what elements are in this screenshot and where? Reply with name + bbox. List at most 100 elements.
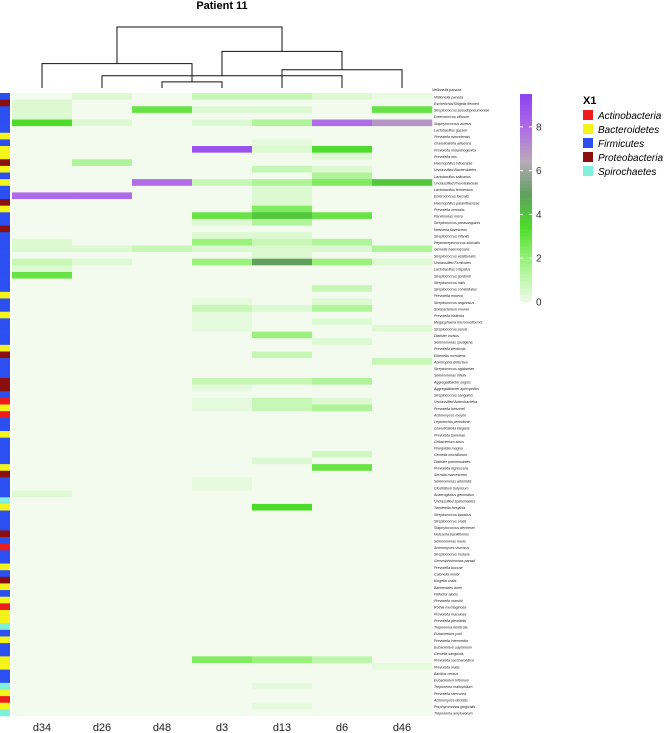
cell-gemella-haemolysans-d48	[132, 245, 193, 253]
cell-unclassified-spirochaetes-d13	[252, 497, 313, 505]
cell-streptococcus-mitis-d26	[72, 278, 133, 286]
cell-streptococcus-parvis-d6	[312, 324, 373, 332]
cell-prevotella-nigrescens-d48	[132, 464, 193, 472]
cell-aggregatibacter-segnis-d6	[312, 377, 373, 385]
cell-finegoldia-magna-d3	[192, 444, 253, 452]
row-label: Enterococcus villorum	[434, 115, 469, 119]
row-label: Neisseria flavescens	[434, 228, 467, 232]
cell-eubacterium-infirmum-d3	[192, 676, 253, 684]
phylum-bar-eubacterium-infirmum	[0, 676, 10, 684]
cell-lactobacillus-gasseri-d46	[372, 126, 433, 134]
cell-streptococcus-oralis-d6	[312, 517, 373, 525]
cell-prevotella-marshii-d3	[192, 596, 253, 604]
cell-haemophilus-parainfluenzae-d46	[372, 199, 433, 206]
cell-treponema-maltophilum-d26	[72, 682, 133, 690]
colorbar-segment	[520, 288, 532, 292]
cell-streptococcus-parvis-d34	[12, 324, 73, 332]
cell-lactobacillus-gasseri-d6	[312, 126, 373, 134]
colorbar-segment	[520, 270, 532, 275]
cell-gemmiphormonas-parasii-d26	[72, 556, 133, 564]
colorbar-tick-label: 4	[536, 210, 542, 221]
row-label: Streptococcus oralis	[434, 519, 467, 523]
row-label: Haemophilus parainfluenzae	[434, 201, 480, 205]
row-label: Veillonella parvula	[434, 95, 463, 99]
phylum-bar-bacillus-cereus	[0, 669, 10, 677]
phylum-bar-streptococcus-pseudopneumoniae	[0, 106, 10, 114]
row-label: Gemella haemolysans	[434, 248, 470, 252]
cell-prevotella-nanceiensis-d34	[12, 132, 73, 140]
column-label-d34: d34	[33, 722, 51, 733]
cell-gemella-haemolysans-d34	[12, 245, 73, 253]
cell-treponema-maltophilum-d13	[252, 682, 313, 690]
cell-prevotella-marshii-d13	[252, 596, 313, 604]
cell-streptococcus-pseudopneumoniae-d3	[192, 106, 253, 114]
cell-prevotella-denticola-d46	[372, 344, 433, 352]
cell-anaeroglobus-geminatus-d46	[372, 490, 433, 498]
cell-parvimonas-micra-d48	[132, 212, 193, 220]
phylum-bar-bacteroides-dorei	[0, 583, 10, 591]
cell-streptococcus-pseudopneumoniae-d13	[252, 106, 313, 114]
cell-tannerella-forsythia-d6	[312, 503, 373, 511]
cell-aggregatibacter-segnis-d34	[12, 377, 73, 385]
cell-unclassified-spirochaetes-d48	[132, 497, 193, 505]
phylum-bar-actinomyces-meyeri	[0, 411, 10, 419]
cell-dialister-invisus-d46	[372, 331, 433, 339]
cell-prevotella-buccae-d3	[192, 563, 253, 571]
cell-streptococcus-pseudopneumoniae-d6	[312, 106, 373, 114]
cell-streptococcus-parvis-d13	[252, 324, 313, 332]
cell-unclassified-bacteroidetes-d6	[312, 165, 373, 173]
row-labels: Veillonella parvula Escherichia/Shigella …	[433, 95, 489, 715]
cell-streptococcus-constellatus-d3	[192, 285, 253, 293]
cell-porphyromonas-gingivalis-d13	[252, 702, 313, 710]
cell-prevotella-oris-d6	[312, 152, 373, 160]
cell-treponema-denticola-d34	[12, 623, 73, 631]
phylum-bar-leptotrichia-periodonti	[0, 417, 10, 425]
cell-rothia-mucilaginosa-d6	[312, 603, 373, 611]
cell-streptococcus-constellatus-d34	[12, 285, 73, 293]
cell-unclassified-prevotellaceae-d6	[312, 179, 373, 187]
cell-gemmiphormonas-parasii-d3	[192, 556, 253, 564]
colorbar-segment	[520, 295, 532, 299]
phylum-bar-oribacterium-sinus	[0, 437, 10, 445]
phylum-bar-lactobacillus-salivarius	[0, 172, 10, 180]
cell-rothia-mucilaginosa-d13	[252, 603, 313, 611]
cell-actinomyces-viscosus-d3	[192, 543, 253, 551]
colorbar-segment	[520, 159, 532, 164]
cell-streptococcus-anginosus-d13	[252, 298, 313, 306]
column-label-d13: d13	[273, 722, 291, 733]
cell-streptococcus-gordonii-d6	[312, 271, 373, 279]
cell-aggregatibacter-aphrophilus-d13	[252, 384, 313, 392]
cell-tannerella-forsythia-d13	[252, 503, 313, 511]
cell-actinomyces-meyeri-d34	[12, 411, 73, 419]
cell-prevotella-nigrescens-d13	[252, 464, 313, 472]
cell-unclassified-bacteroidetes-d13	[252, 165, 313, 173]
cell-clostridium-butyricum-d6	[312, 484, 373, 491]
phylum-bar-haemophilus-influenzae	[0, 159, 10, 167]
cell-enterococcus-faecalis-d34	[12, 192, 73, 200]
cell-selenomonas-infelix-d13	[252, 371, 313, 379]
phylum-bar-kingella-oralis	[0, 576, 10, 584]
colorbar-segment	[520, 104, 532, 109]
cell-selenomonas-noxia-d46	[372, 537, 433, 544]
cell-oribacterium-sinus-d13	[252, 437, 313, 445]
cell-unclassified-bacteroidetes-d46	[372, 165, 433, 173]
cell-porphyromonas-gingivalis-d46	[372, 702, 433, 710]
cell-escherichia-shigella-flexneri-d34	[12, 99, 73, 107]
phylum-bar-gemella-morbillorum	[0, 450, 10, 458]
colorbar-tick-label: 2	[536, 254, 542, 265]
cell-streptococcus-mitis-d46	[372, 278, 433, 286]
legend-swatch-actinobacteria	[583, 110, 593, 120]
cell-tannerella-forsythia-d3	[192, 503, 253, 511]
cell-unclassified-spirochaetes-d46	[372, 497, 433, 505]
cell-prevotella-oris-d13	[252, 152, 313, 160]
cell-staphylococcus-devriesei-d3	[192, 523, 253, 531]
cell-bacteroides-dorei-d46	[372, 583, 433, 591]
colorbar-segment	[520, 246, 532, 251]
cell-lactobacillus-salivarius-d6	[312, 172, 373, 180]
cell-prevotella-nanceiensis-d13	[252, 132, 313, 140]
cell-streptococcus-lactarius-d48	[132, 510, 193, 518]
row-label: Clostridium butyricum	[434, 486, 469, 490]
cell-staphylococcus-aureus-d46	[372, 119, 433, 127]
row-label: Streptococcus anginosus	[434, 301, 474, 305]
cell-treponema-maltophilum-d3	[192, 682, 253, 690]
